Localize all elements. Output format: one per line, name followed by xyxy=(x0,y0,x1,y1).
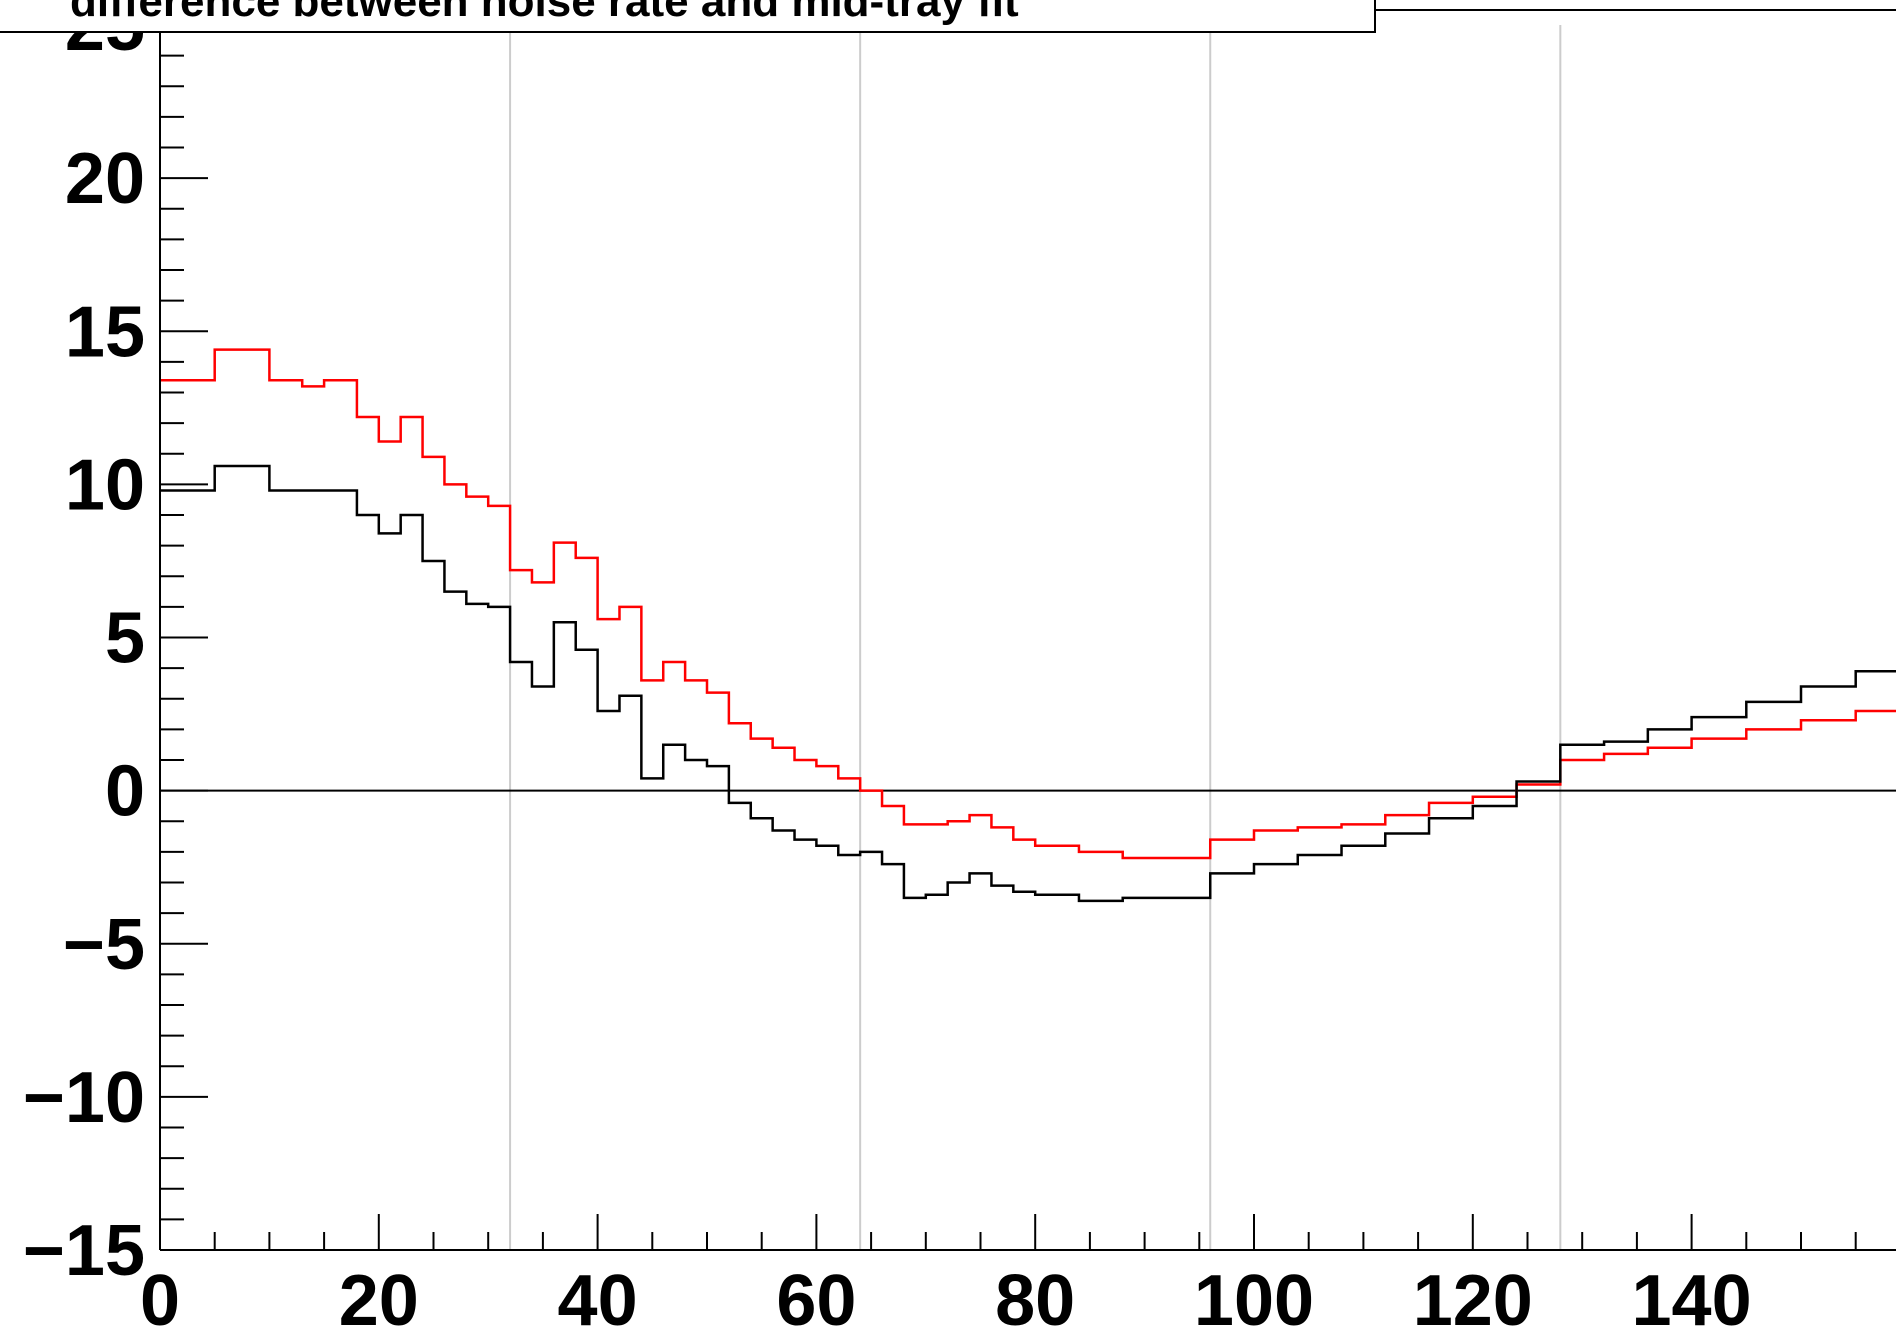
y-tick-label--15: −15 xyxy=(23,1211,145,1291)
x-tick-label-140: 140 xyxy=(1632,1261,1752,1333)
x-tick-label-120: 120 xyxy=(1413,1261,1533,1333)
y-tick-label--5: −5 xyxy=(63,905,145,985)
chart-title: difference between noise rate and mid-tr… xyxy=(70,0,1019,26)
x-tick-label-60: 60 xyxy=(776,1261,856,1333)
title-box-frame xyxy=(0,0,1376,33)
y-tick-label--10: −10 xyxy=(23,1058,145,1138)
x-tick-label-20: 20 xyxy=(339,1261,419,1333)
x-tick-label-0: 0 xyxy=(140,1261,180,1333)
y-tick-label-15: 15 xyxy=(65,292,145,372)
x-tick-label-40: 40 xyxy=(558,1261,638,1333)
title-box: difference between noise rate and mid-tr… xyxy=(0,0,1896,33)
series-black-histogram xyxy=(160,464,1896,903)
y-tick-label-5: 5 xyxy=(105,599,145,679)
series-red-histogram xyxy=(160,348,1896,860)
x-tick-label-100: 100 xyxy=(1194,1261,1314,1333)
y-tick-label-10: 10 xyxy=(65,445,145,525)
y-tick-label-0: 0 xyxy=(105,752,145,832)
y-tick-label-20: 20 xyxy=(65,139,145,219)
series-layer xyxy=(160,348,1896,903)
x-tick-label-80: 80 xyxy=(995,1261,1075,1333)
